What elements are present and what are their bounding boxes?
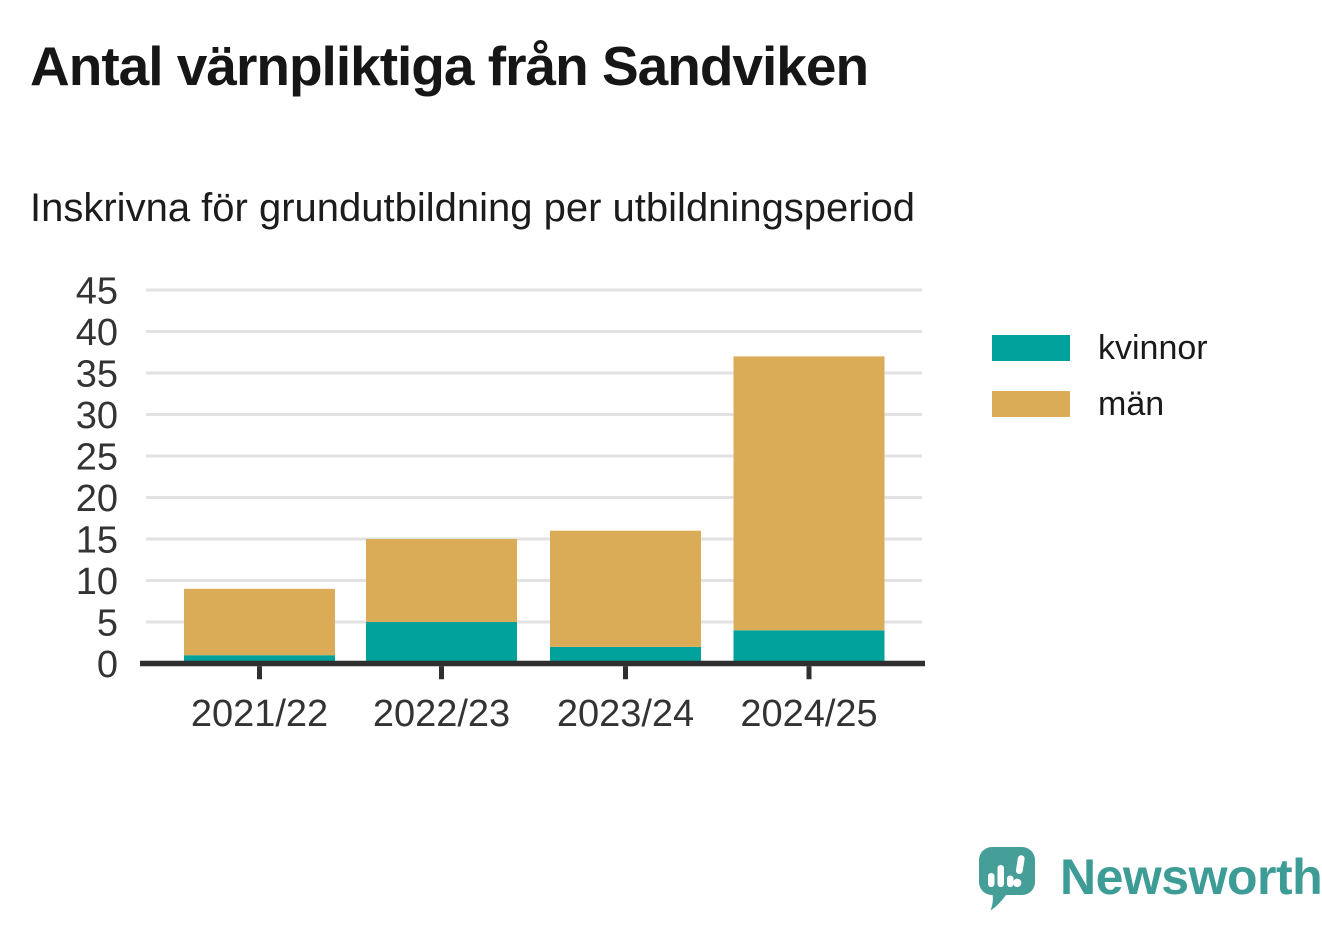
y-tick-label-25: 25 [76,437,118,479]
gridline-30 [146,413,922,416]
bar-2021-22-män [184,588,335,656]
y-tick-label-0: 0 [97,644,118,686]
gridline-20 [146,496,922,499]
bar-2024-25-män [733,356,885,631]
logo-bar-chart-glyph [988,855,1025,888]
y-tick-label-40: 40 [76,312,118,354]
gridline-5 [146,620,922,624]
y-tick-label-5: 5 [97,603,118,645]
newsworthy-branding: Newsworthy [978,846,1322,912]
chart-subtitle: Inskrivna för grundutbildning per utbild… [30,186,915,230]
x-tick-2024-25 [806,666,812,680]
gridline-10 [146,579,922,582]
gridline-45 [146,288,922,292]
bar-2022-23-kvinnor [366,622,517,664]
x-tick-label-2024-25: 2024/25 [740,693,877,735]
legend-swatch-kvinnor [992,335,1070,361]
y-tick-label-35: 35 [76,354,118,396]
gridline-15 [146,537,922,541]
bar-2021-22-kvinnor [184,655,335,664]
y-tick-label-15: 15 [76,520,118,562]
y-tick-label-45: 45 [76,271,118,313]
bar-2023-24-män [550,530,701,647]
x-tick-2023-24 [623,666,628,680]
gridline-40 [146,330,922,333]
newsworthy-logo-text: Newsworthy [1060,849,1322,905]
x-tick-2021-22 [257,666,262,680]
legend-label-kvinnor: kvinnor [1098,328,1208,367]
gridline-35 [146,371,922,375]
x-tick-2022-23 [439,666,444,680]
legend-label-man: män [1098,384,1165,423]
y-tick-label-10: 10 [76,561,118,603]
bar-2023-24-kvinnor [550,646,701,664]
logo-exclamation-glyph [1012,855,1025,888]
legend-item-man: män [992,385,1208,423]
y-tick-label-30: 30 [76,395,118,437]
chart-title: Antal värnpliktiga från Sandviken [30,35,869,97]
legend: kvinnor män [992,329,1208,446]
legend-swatch-man [992,391,1070,417]
gridline-25 [146,454,922,458]
y-tick-label-20: 20 [76,478,118,520]
x-axis-line [140,660,925,667]
newsworthy-logo-icon [979,847,1035,911]
legend-item-kvinnor: kvinnor [992,329,1208,367]
x-tick-label-2022-23: 2022/23 [373,693,510,735]
bar-2022-23-män [366,539,517,622]
x-tick-label-2023-24: 2023/24 [557,693,694,735]
x-tick-label-2021-22: 2021/22 [191,693,328,735]
bar-2024-25-kvinnor [733,630,885,664]
